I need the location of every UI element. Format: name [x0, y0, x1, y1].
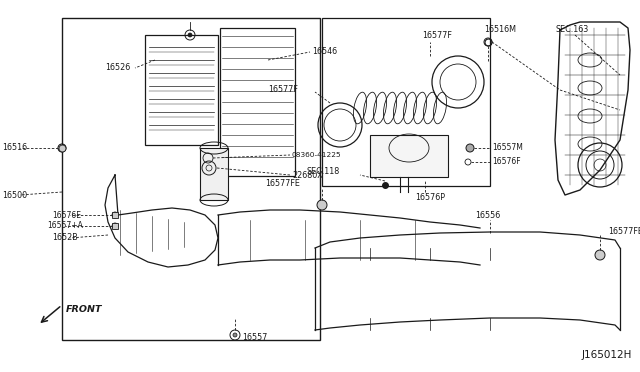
- Circle shape: [466, 144, 474, 152]
- Bar: [145, 35, 218, 145]
- Text: J165012H: J165012H: [582, 350, 632, 360]
- Text: 16557: 16557: [242, 333, 268, 341]
- Text: 16526: 16526: [105, 64, 131, 73]
- Text: SEC.118: SEC.118: [307, 167, 340, 176]
- Text: 16500: 16500: [2, 190, 27, 199]
- Text: 22680X: 22680X: [292, 170, 323, 180]
- Text: 16556: 16556: [475, 211, 500, 219]
- Circle shape: [595, 250, 605, 260]
- Bar: [370, 135, 448, 177]
- Text: 16557+A: 16557+A: [47, 221, 83, 231]
- Text: 16516M: 16516M: [484, 26, 516, 35]
- Text: 08360-41225: 08360-41225: [292, 152, 342, 158]
- Bar: [322, 18, 490, 186]
- Text: 16577F: 16577F: [268, 84, 298, 93]
- Text: 16576P: 16576P: [415, 192, 445, 202]
- Bar: [220, 28, 295, 176]
- Text: 16546: 16546: [312, 48, 337, 57]
- Bar: [200, 148, 228, 200]
- Text: 16516: 16516: [2, 144, 27, 153]
- Bar: [62, 18, 320, 340]
- Text: FRONT: FRONT: [66, 305, 102, 314]
- Text: 16577F: 16577F: [422, 32, 452, 41]
- Circle shape: [233, 333, 237, 337]
- Text: 16577FE: 16577FE: [608, 228, 640, 237]
- Circle shape: [188, 33, 192, 37]
- Text: 16576E: 16576E: [52, 211, 81, 219]
- Text: 1652B: 1652B: [52, 234, 77, 243]
- Text: 16577FE: 16577FE: [265, 179, 300, 187]
- Text: SEC.163: SEC.163: [555, 26, 588, 35]
- Text: 16557M: 16557M: [492, 144, 523, 153]
- Circle shape: [317, 200, 327, 210]
- Text: 16576F: 16576F: [492, 157, 520, 167]
